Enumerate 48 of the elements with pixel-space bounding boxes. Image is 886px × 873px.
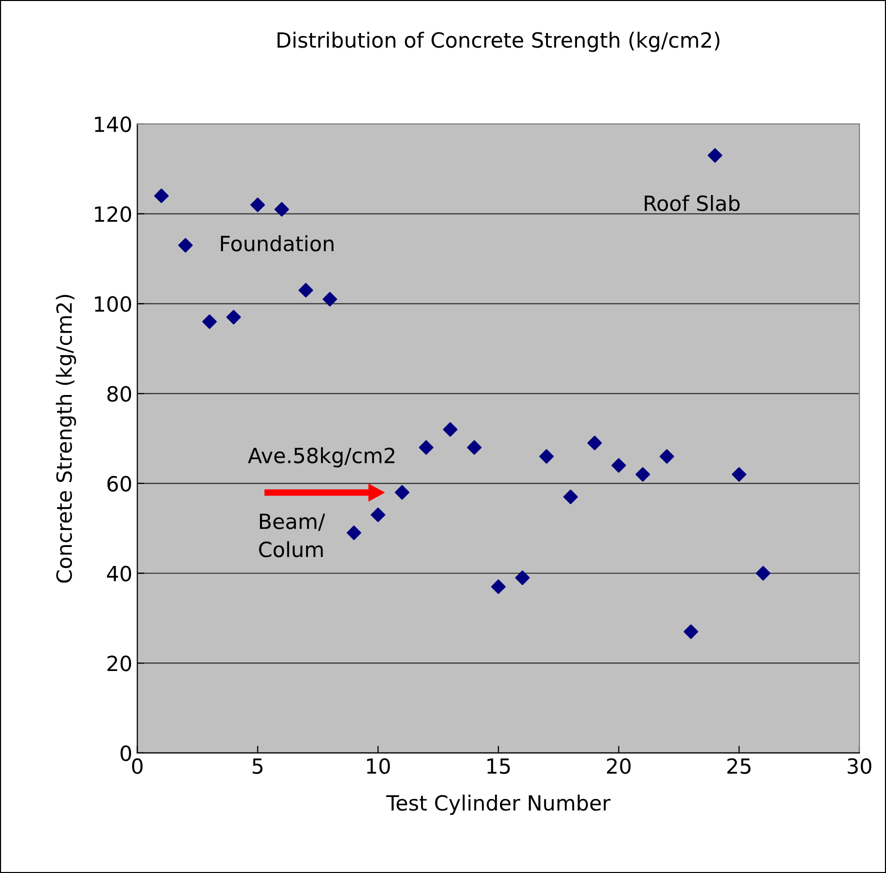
point	[202, 314, 217, 329]
y-tick-label: 100	[94, 296, 132, 312]
point	[684, 624, 698, 639]
point	[732, 467, 746, 482]
point	[636, 467, 650, 482]
x-tick-label: 5	[252, 758, 262, 774]
chart-title: Distribution of Concrete Strength (kg/cm2)	[278, 32, 720, 52]
x-tick-label: 10	[367, 758, 390, 774]
x-tick-label: 25	[727, 758, 751, 774]
annotation: Ave.58kg/cm2	[248, 447, 394, 468]
point	[587, 436, 602, 450]
x-tick-label: 0	[132, 758, 143, 774]
point	[250, 198, 265, 212]
point	[346, 526, 362, 540]
x-tick-label: 20	[606, 758, 631, 774]
point	[611, 458, 626, 473]
x-tick-label: 15	[487, 758, 510, 774]
point	[322, 292, 338, 306]
point	[660, 449, 674, 464]
y-axis-title: Concrete Strength (kg/cm2)	[56, 294, 76, 583]
point	[708, 148, 722, 163]
y-tick-label: 140	[94, 116, 132, 132]
point	[154, 188, 169, 204]
point	[756, 566, 770, 581]
point	[515, 570, 530, 586]
point	[418, 440, 434, 455]
point	[539, 449, 554, 464]
y-tick-label: 40	[106, 566, 132, 582]
y-tick-label: 80	[107, 386, 132, 402]
x-tick-label: 30	[848, 758, 872, 774]
x-axis-title: Test Cylinder Number	[386, 794, 610, 815]
point	[274, 202, 290, 217]
annotation: Beam/ Colum	[259, 514, 326, 558]
point	[226, 310, 241, 324]
y-tick-label: 0	[120, 745, 132, 762]
point	[178, 238, 193, 253]
point	[491, 579, 506, 594]
point	[394, 485, 410, 500]
y-tick-label: 60	[107, 476, 132, 492]
y-tick-label: 20	[107, 656, 132, 672]
annotation: Foundation	[220, 235, 334, 252]
point	[298, 282, 314, 298]
y-tick-label: 120	[94, 206, 132, 222]
point	[563, 490, 578, 504]
point	[442, 422, 458, 437]
point	[370, 508, 386, 522]
annotation: Roof Slab	[644, 195, 740, 212]
point	[467, 440, 482, 455]
